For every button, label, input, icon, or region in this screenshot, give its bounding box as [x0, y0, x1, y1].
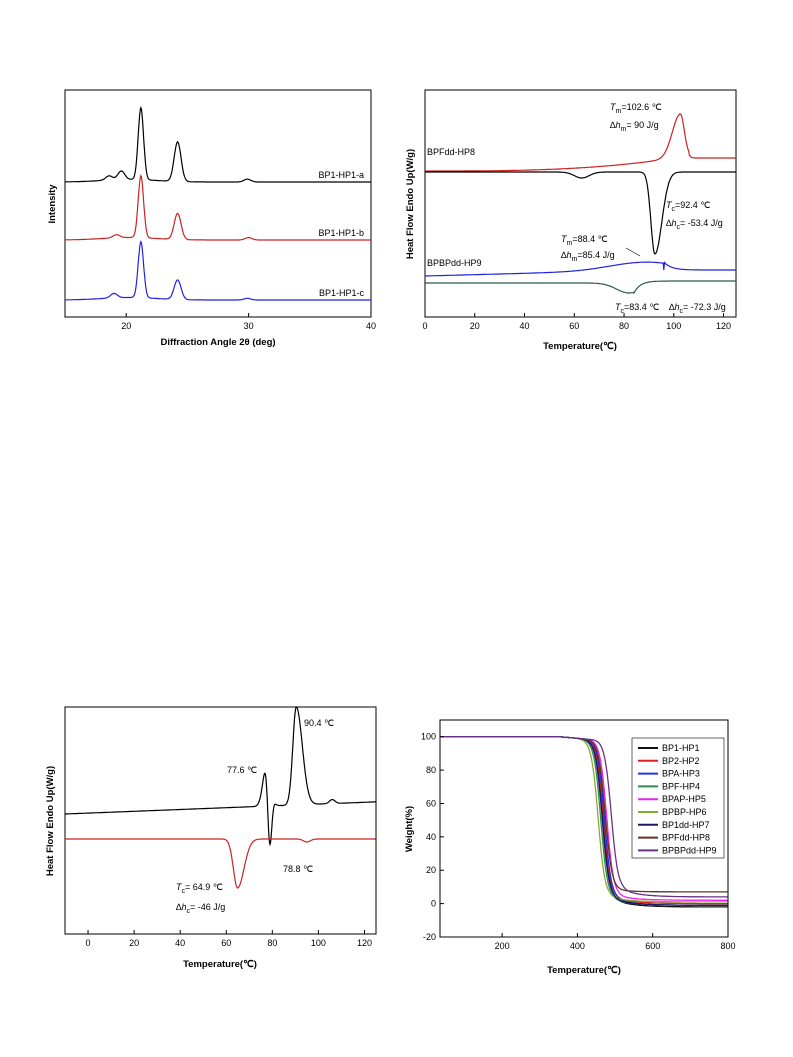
dsc-cooling-curve — [65, 838, 376, 889]
legend-label-bpa-hp3: BPA-HP3 — [662, 769, 700, 779]
annotation-tm-hp9: Tm=88.4 ℃ — [561, 234, 608, 247]
tga-chart: 200 400 600 800 -20 0 20 40 60 80 100 BP1-HP1 BP2-H… — [404, 719, 736, 976]
x-axis-label: Diffraction Angle 2θ (deg) — [160, 337, 275, 348]
dsc-heating-curve — [65, 706, 376, 847]
series-label-bpfdd-hp8: BPFdd-HP8 — [427, 147, 475, 157]
xrd-plot-frame — [64, 89, 372, 318]
tga-x-tick-label: 800 — [720, 941, 735, 951]
dsc-plot-frame — [424, 89, 737, 318]
tga-x-tick-label: 200 — [495, 941, 510, 951]
dsc-cycle-chart: 0 20 40 60 80 100 120 90.4 ℃ 77.6 ℃ 78.8 ℃ Tc=… — [45, 706, 377, 970]
annotation-tc-hp8: Tc=92.4 ℃ — [666, 200, 710, 213]
tga-y-tick-label: 80 — [426, 765, 436, 775]
y-axis-label: Weight(%) — [404, 806, 415, 852]
tga-curve-bpbpdd-hp9 — [440, 736, 728, 898]
legend-label-bpfdd-hp8: BPFdd-HP8 — [662, 833, 710, 843]
tga-x-tick-label: 400 — [570, 941, 585, 951]
series-label-bp1-hp1-a: BP1-HP1-a — [318, 170, 364, 180]
annotation-tc: Tc= 64.9 ℃ — [176, 882, 223, 895]
annotation-hc-hp8: ∆hc= -53.4 J/g — [666, 218, 723, 231]
xrd-chart: 20 30 40 BP1-HP1-a BP1-HP1-b BP1-HP1-c Diffr… — [47, 89, 376, 348]
dsc2-x-tick-label: 0 — [86, 938, 91, 948]
dsc2-x-tick-label: 40 — [175, 938, 185, 948]
tga-plot-frame — [439, 719, 729, 938]
xrd-series-bp1-hp1-a — [65, 105, 371, 183]
x-axis-label: Temperature(℃) — [543, 341, 617, 352]
annotation-hc: ∆hc= -46 J/g — [176, 902, 225, 915]
annotation-peak-77: 77.6 ℃ — [227, 765, 257, 775]
dsc-hp8-hp9-chart: 0 20 40 60 80 100 120 BPFdd-HP8 BPBPdd-HP9 Tm=… — [405, 89, 737, 352]
dsc2-x-tick-label: 120 — [357, 938, 372, 948]
legend-label-bp1dd-hp7: BP1dd-HP7 — [662, 820, 710, 830]
legend-label-bpbp-hp6: BPBP-HP6 — [662, 807, 707, 817]
series-label-bp1-hp1-b: BP1-HP1-b — [318, 228, 364, 238]
annotation-tm-hp8: Tm=102.6 ℃ — [610, 102, 662, 115]
dsc2-x-tick-label: 20 — [129, 938, 139, 948]
dsc1-x-tick-label: 20 — [470, 321, 480, 331]
x-axis-label: Temperature(℃) — [183, 959, 257, 970]
tga-y-tick-label: 60 — [426, 798, 436, 808]
y-axis-label: Heat Flow Endo Up(W/g) — [45, 766, 56, 876]
dsc-curve-cooling-3 — [425, 280, 736, 294]
dsc-curve-bpbpdd-hp9 — [425, 261, 736, 277]
legend-label-bp1-hp1: BP1-HP1 — [662, 743, 700, 753]
annotation-hm-hp8: ∆hm= 90 J/g — [610, 120, 659, 133]
xrd-x-tick-label: 40 — [366, 321, 376, 331]
tga-y-tick-label: 40 — [426, 832, 436, 842]
dsc1-x-tick-label: 120 — [716, 321, 731, 331]
dsc1-x-tick-label: 100 — [666, 321, 681, 331]
legend-label-bpap-hp5: BPAP-HP5 — [662, 794, 706, 804]
x-axis-label: Temperature(℃) — [547, 965, 621, 976]
dsc2-x-tick-label: 100 — [311, 938, 326, 948]
dsc-curve-cooling-1 — [425, 171, 736, 255]
annotation-pointer-hp9 — [625, 247, 641, 257]
tga-x-tick-label: 600 — [645, 941, 660, 951]
dsc1-x-tick-label: 0 — [422, 321, 427, 331]
tga-y-tick-label: -20 — [423, 932, 436, 942]
xrd-x-tick-label: 30 — [244, 321, 254, 331]
dsc1-x-tick-label: 80 — [619, 321, 629, 331]
xrd-x-tick-label: 20 — [121, 321, 131, 331]
series-label-bp1-hp1-c: BP1-HP1-c — [319, 288, 365, 298]
legend-label-bpbpdd-hp9: BPBPdd-HP9 — [662, 845, 717, 855]
tga-y-tick-label: 20 — [426, 865, 436, 875]
annotation-peak-90: 90.4 ℃ — [304, 718, 334, 728]
legend-label-bp2-hp2: BP2-HP2 — [662, 756, 700, 766]
annotation-hc-hp9: ∆hc= -72.3 J/g — [669, 302, 726, 315]
dsc2-x-tick-label: 60 — [221, 938, 231, 948]
y-axis-label: Intensity — [47, 184, 58, 224]
legend-label-bpf-hp4: BPF-HP4 — [662, 781, 700, 791]
dsc1-x-tick-label: 40 — [520, 321, 530, 331]
annotation-peak-78: 78.8 ℃ — [283, 864, 313, 874]
tga-y-tick-label: 0 — [431, 899, 436, 909]
xrd-series-bp1-hp1-b — [65, 173, 371, 241]
y-axis-label: Heat Flow Endo Up(W/g) — [405, 149, 416, 259]
series-label-bpbpdd-hp9: BPBPdd-HP9 — [427, 258, 482, 268]
tga-y-tick-label: 100 — [421, 732, 436, 742]
dsc-curve-bpfdd-hp8 — [425, 113, 736, 172]
annotation-hm-hp9: ∆hm=85.4 J/g — [561, 250, 615, 263]
dsc2-plot-frame — [64, 706, 377, 935]
annotation-tc-hp9: Tc=83.4 ℃ — [615, 302, 659, 315]
dsc1-x-tick-label: 60 — [569, 321, 579, 331]
xrd-series-bp1-hp1-c — [65, 240, 371, 301]
dsc2-x-tick-label: 80 — [267, 938, 277, 948]
